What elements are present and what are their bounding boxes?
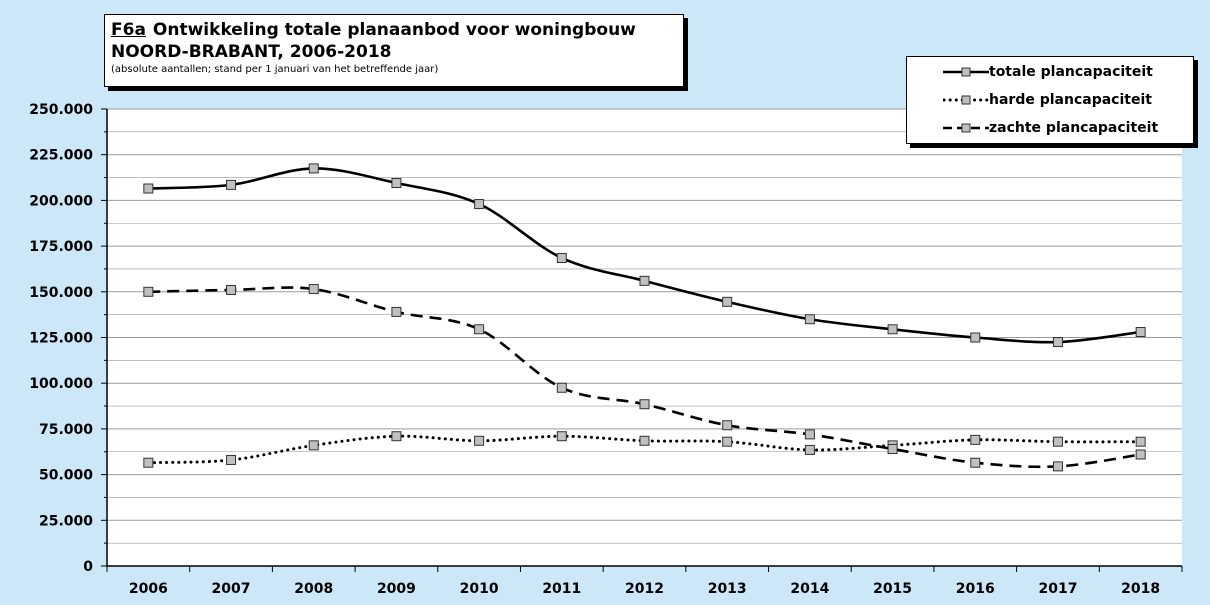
legend-swatch-solid: [943, 67, 989, 77]
y-tick-label: 150.000: [29, 285, 93, 301]
axes: [101, 108, 1183, 572]
data-point: [226, 179, 237, 190]
data-point: [556, 252, 567, 263]
y-tick-label: 25.000: [39, 513, 93, 529]
data-point: [1052, 461, 1063, 472]
series-line: [148, 167, 1141, 344]
data-point: [391, 178, 402, 189]
data-point: [639, 435, 650, 446]
x-tick-label: 2011: [542, 581, 581, 597]
y-tick-label: 200.000: [29, 193, 93, 209]
x-tick-label: 2012: [625, 581, 664, 597]
x-tick-label: 2007: [212, 581, 251, 597]
series: [143, 163, 1146, 472]
chart-subtitle: (absolute aantallen; stand per 1 januari…: [111, 64, 439, 75]
y-tick-label: 50.000: [39, 468, 93, 484]
data-point: [556, 431, 567, 442]
series-1: [143, 163, 1146, 348]
data-point: [970, 457, 981, 468]
chart-title: F6a Ontwikkeling totale planaanbod voor w…: [111, 19, 679, 41]
chart-code: F6a: [111, 20, 146, 40]
x-tick-label: 2014: [790, 581, 829, 597]
legend-label: zachte plancapaciteit: [989, 120, 1159, 136]
chart-title-text: Ontwikkeling totale planaanbod voor woni…: [152, 20, 636, 40]
data-point: [722, 296, 733, 307]
legend-label: totale plancapaciteit: [989, 64, 1153, 80]
data-point: [887, 444, 898, 455]
x-tick-label: 2010: [460, 581, 499, 597]
data-point: [143, 457, 154, 468]
data-point: [887, 324, 898, 335]
x-axis-ticks: 2006 2007 2008 2009 2010 2011 2012 2013 2014 2015…: [129, 581, 1160, 597]
data-point: [143, 183, 154, 194]
data-point: [308, 163, 319, 174]
data-point: [226, 454, 237, 465]
x-tick-label: 2006: [129, 581, 168, 597]
data-point: [474, 435, 485, 446]
data-point: [722, 436, 733, 447]
data-point: [722, 420, 733, 431]
chart-title-box: F6a Ontwikkeling totale planaanbod voor w…: [104, 14, 684, 87]
x-tick-label: 2017: [1038, 581, 1077, 597]
gridlines: [107, 108, 1182, 544]
data-point: [970, 434, 981, 445]
y-tick-label: 125.000: [29, 331, 93, 347]
data-point: [143, 286, 154, 297]
data-point: [970, 332, 981, 343]
x-tick-label: 2018: [1121, 581, 1160, 597]
data-point: [639, 275, 650, 286]
data-point: [391, 431, 402, 442]
data-point: [804, 429, 815, 440]
legend-swatch-dashed: [943, 123, 989, 133]
data-point: [1135, 449, 1146, 460]
legend: totale plancapaciteit harde plancapacite…: [906, 56, 1194, 144]
data-point: [556, 382, 567, 393]
x-tick-label: 2015: [873, 581, 912, 597]
x-tick-label: 2016: [956, 581, 995, 597]
data-point: [308, 284, 319, 295]
y-tick-label: 225.000: [29, 148, 93, 164]
series-2: [143, 431, 1146, 468]
legend-item-totale: totale plancapaciteit: [907, 62, 1187, 82]
legend-label: harde plancapaciteit: [989, 92, 1152, 108]
x-tick-label: 2009: [377, 581, 416, 597]
y-tick-label: 100.000: [29, 376, 93, 392]
y-tick-label: 175.000: [29, 239, 93, 255]
data-point: [804, 444, 815, 455]
data-point: [639, 399, 650, 410]
y-tick-label: 250.000: [29, 102, 93, 118]
x-tick-label: 2013: [708, 581, 747, 597]
x-tick-label: 2008: [294, 581, 333, 597]
data-point: [1052, 436, 1063, 447]
data-point: [226, 284, 237, 295]
series-3: [143, 284, 1146, 472]
y-tick-label: 75.000: [39, 422, 93, 438]
y-axis-ticks: 0 25.000 50.000 75.000 100.000 125.000 150.000…: [29, 102, 93, 575]
data-point: [474, 324, 485, 335]
data-point: [391, 306, 402, 317]
chart-title-region: NOORD-BRABANT, 2006-2018: [111, 42, 392, 62]
data-point: [474, 199, 485, 210]
legend-item-harde: harde plancapaciteit: [907, 90, 1187, 110]
data-point: [804, 314, 815, 325]
legend-item-zachte: zachte plancapaciteit: [907, 118, 1187, 138]
data-point: [1135, 436, 1146, 447]
y-tick-label: 0: [83, 559, 93, 575]
data-point: [1052, 337, 1063, 348]
data-point: [308, 440, 319, 451]
data-point: [1135, 327, 1146, 338]
legend-swatch-dotted: [943, 95, 989, 105]
